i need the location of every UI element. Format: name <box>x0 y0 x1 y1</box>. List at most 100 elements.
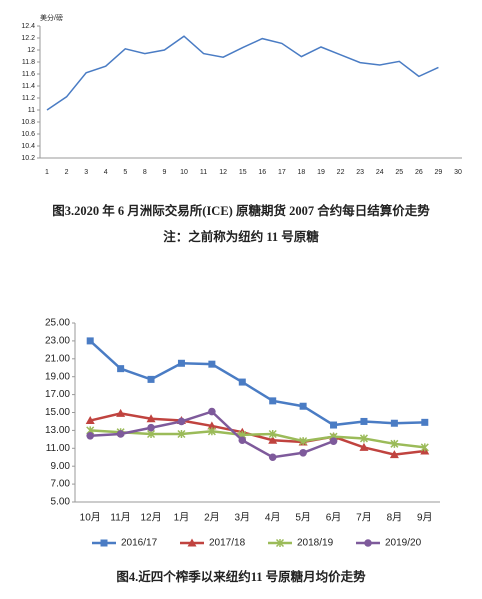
y-axis-label: 美分/磅 <box>40 13 63 22</box>
marker <box>268 429 277 439</box>
x-tick-label: 9 <box>162 169 166 176</box>
y-tick-label: 12.2 <box>21 35 35 42</box>
x-tick-label: 3 <box>84 169 88 176</box>
x-tick-label: 19 <box>317 169 325 176</box>
x-tick-label: 5月 <box>295 512 311 524</box>
x-tick-label: 7月 <box>356 512 372 524</box>
y-tick-label: 11 <box>28 107 35 114</box>
figure-caption: 图3.2020 年 6 月洲际交易所(ICE) 原糖期货 2007 合约每日结算… <box>52 203 430 218</box>
marker <box>85 416 95 425</box>
legend-label: 2019/20 <box>385 538 422 549</box>
x-tick-label: 4 <box>104 169 108 176</box>
marker <box>269 397 277 405</box>
y-tick-label: 11.8 <box>22 59 35 66</box>
marker <box>268 435 278 444</box>
legend-label: 2016/17 <box>121 538 158 549</box>
x-tick-label: 6月 <box>326 512 342 524</box>
marker <box>208 407 216 416</box>
marker <box>147 423 155 432</box>
marker <box>238 436 247 445</box>
x-tick-label: 3月 <box>235 512 251 524</box>
x-tick-label: 10月 <box>80 512 101 524</box>
marker <box>359 434 368 443</box>
marker <box>187 538 197 547</box>
marker <box>364 539 372 547</box>
x-tick-label: 16 <box>258 169 266 176</box>
series-line <box>90 429 425 449</box>
marker <box>147 375 155 383</box>
y-tick-label: 11.6 <box>22 71 35 78</box>
legend-label: 2017/18 <box>209 538 246 549</box>
x-tick-label: 25 <box>395 169 403 176</box>
marker <box>360 417 368 425</box>
y-tick-label: 7.00 <box>51 479 71 490</box>
marker <box>420 443 429 452</box>
x-tick-label: 8月 <box>387 512 403 524</box>
x-tick-label: 26 <box>415 169 423 176</box>
y-tick-label: 12 <box>27 47 35 54</box>
x-tick-label: 23 <box>356 169 364 176</box>
x-tick-label: 22 <box>337 169 345 176</box>
y-tick-label: 13.00 <box>45 425 70 436</box>
marker <box>268 453 277 462</box>
x-tick-label: 10 <box>180 169 188 176</box>
x-tick-label: 11月 <box>110 512 130 524</box>
marker <box>238 378 246 386</box>
series-line <box>46 35 439 111</box>
y-tick-label: 17.00 <box>45 389 70 400</box>
y-tick-label: 9.00 <box>51 461 71 472</box>
marker <box>207 427 216 436</box>
x-tick-label: 8 <box>143 169 147 176</box>
marker <box>299 448 307 457</box>
x-tick-label: 2 <box>65 169 69 176</box>
marker <box>359 442 369 451</box>
series-line <box>89 412 425 456</box>
y-tick-label: 10.2 <box>21 155 35 162</box>
x-tick-label: 11 <box>200 169 207 176</box>
x-tick-label: 1月 <box>174 512 190 524</box>
x-tick-label: 9月 <box>417 512 433 524</box>
x-tick-label: 12月 <box>140 512 161 524</box>
legend-label: 2018/19 <box>297 538 334 549</box>
y-tick-label: 11.00 <box>46 443 71 454</box>
x-tick-label: 24 <box>376 169 384 176</box>
marker <box>100 539 108 547</box>
y-tick-label: 15.00 <box>45 407 70 418</box>
x-tick-label: 30 <box>454 169 462 176</box>
y-tick-label: 10.6 <box>21 131 35 138</box>
marker <box>208 360 216 368</box>
figure-caption: 图4.近四个榨季以来纽约11 号原糖月均价走势 <box>116 569 366 584</box>
marker <box>329 437 338 445</box>
y-tick-label: 19.00 <box>45 371 70 382</box>
x-tick-label: 18 <box>298 169 306 176</box>
marker <box>86 431 95 440</box>
x-tick-label: 17 <box>278 169 286 176</box>
marker <box>117 365 125 373</box>
y-tick-label: 11.2 <box>22 95 35 102</box>
marker <box>177 359 185 367</box>
series-line <box>89 339 425 427</box>
marker <box>177 417 186 426</box>
x-tick-label: 15 <box>239 169 247 176</box>
marker <box>116 408 126 417</box>
x-tick-label: 5 <box>123 169 127 176</box>
marker <box>86 337 94 345</box>
x-tick-label: 29 <box>435 169 443 176</box>
y-tick-label: 12.4 <box>21 23 35 30</box>
x-tick-label: 2月 <box>204 512 220 524</box>
y-tick-label: 25.00 <box>45 318 70 329</box>
y-tick-label: 21.00 <box>45 353 70 364</box>
marker <box>390 419 398 427</box>
figure-note: 注：之前称为纽约 11 号原糖 <box>163 229 319 244</box>
marker <box>299 402 307 410</box>
x-tick-label: 12 <box>219 169 227 176</box>
y-tick-label: 10.4 <box>21 143 35 150</box>
marker <box>275 538 285 548</box>
marker <box>207 421 217 430</box>
y-tick-label: 10.8 <box>21 119 35 126</box>
marker <box>389 450 399 459</box>
marker <box>421 418 429 426</box>
x-tick-label: 4月 <box>265 512 281 524</box>
y-tick-label: 23.00 <box>45 336 70 347</box>
